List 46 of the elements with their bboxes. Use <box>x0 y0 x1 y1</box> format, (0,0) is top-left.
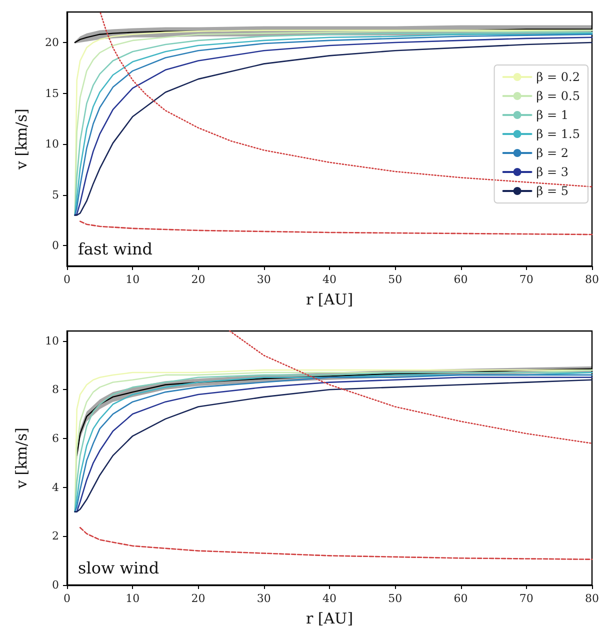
y-axis-title: v [km/s] <box>12 108 30 171</box>
y-tick-label: 4 <box>52 480 59 494</box>
legend-label: β = 3 <box>536 165 569 179</box>
annotation: slow wind <box>78 558 160 578</box>
y-tick-label: 8 <box>52 383 59 396</box>
legend-label: β = 1.5 <box>536 127 580 141</box>
x-tick-label: 40 <box>322 592 336 605</box>
x-tick-label: 50 <box>388 592 402 605</box>
legend-label: β = 2 <box>536 146 569 160</box>
x-tick-label: 80 <box>585 273 599 286</box>
legend-label: β = 0.2 <box>536 70 580 84</box>
x-tick-label: 50 <box>388 273 402 286</box>
y-tick-label: 2 <box>52 530 59 543</box>
x-tick-label: 20 <box>191 592 206 605</box>
x-tick-label: 10 <box>126 592 140 605</box>
line-series <box>100 12 593 188</box>
x-tick-label: 80 <box>585 592 599 605</box>
line-series <box>79 220 593 236</box>
line-series <box>229 330 593 444</box>
x-axis-title: r [AU] <box>306 610 354 628</box>
x-axis-title: r [AU] <box>306 290 354 308</box>
y-axis-title: v [km/s] <box>12 427 30 490</box>
x-tick-label: 20 <box>191 273 206 286</box>
legend-label: β = 5 <box>536 184 569 198</box>
x-tick-label: 30 <box>256 273 271 286</box>
x-tick-label: 30 <box>256 592 271 605</box>
legend-label: β = 1 <box>536 108 569 122</box>
y-tick-label: 20 <box>45 36 59 49</box>
annotation: fast wind <box>78 240 153 258</box>
y-tick-label: 0 <box>52 578 59 592</box>
x-tick-label: 40 <box>322 273 336 286</box>
x-tick-label: 70 <box>519 273 534 286</box>
x-tick-label: 70 <box>519 592 534 605</box>
y-tick-label: 6 <box>52 432 59 445</box>
legend-label: β = 0.5 <box>536 89 580 103</box>
x-tick-label: 0 <box>64 273 70 286</box>
y-tick-label: 10 <box>45 334 59 348</box>
x-tick-label: 10 <box>126 273 140 286</box>
y-tick-label: 0 <box>52 239 59 252</box>
x-tick-label: 60 <box>454 273 468 286</box>
y-tick-label: 5 <box>52 188 59 202</box>
y-tick-label: 15 <box>45 86 59 100</box>
x-tick-label: 0 <box>64 592 70 605</box>
line-series <box>79 526 593 560</box>
x-tick-label: 60 <box>454 592 468 605</box>
y-tick-label: 10 <box>45 138 59 151</box>
